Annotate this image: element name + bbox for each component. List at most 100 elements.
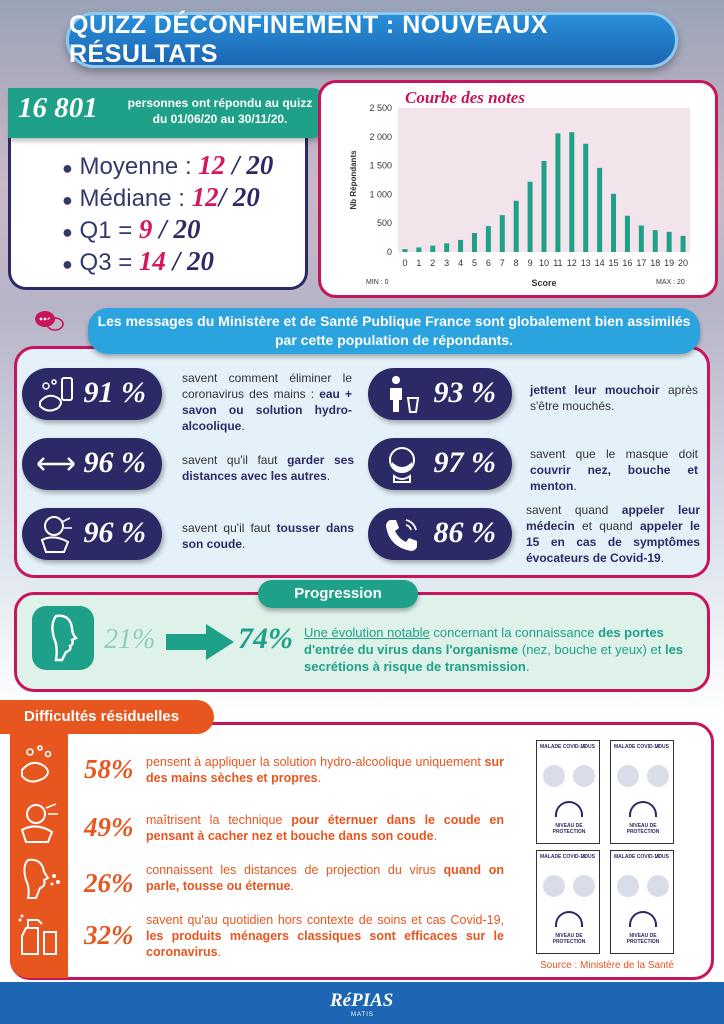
phone-icon: [386, 519, 417, 551]
stat-median: ● Médiane : 12/ 20: [62, 182, 260, 212]
x-tick-label: 18: [650, 258, 660, 268]
histogram-bar: [624, 215, 630, 252]
footer-bar: [0, 982, 724, 1024]
histogram-bar: [583, 143, 589, 252]
progression-to: 74%: [238, 622, 293, 655]
handwash-icon: [21, 745, 52, 783]
x-tick-label: 16: [622, 258, 632, 268]
histogram-bar: [541, 160, 547, 252]
respondents-text: personnes ont répondu au quizz du 01/06/…: [127, 96, 313, 126]
histogram-bar: [402, 249, 408, 252]
difficulty-text: savent qu'au quotidien hors contexte de …: [146, 913, 504, 959]
x-tick-label: 5: [472, 258, 477, 268]
stat-q1: ● Q1 = 9 / 20: [62, 214, 201, 244]
x-tick-label: 15: [609, 258, 619, 268]
x-axis-label: Score: [531, 278, 556, 288]
progression-from: 21%: [104, 624, 156, 655]
handwash-icon: [39, 377, 73, 412]
x-tick-label: 4: [458, 258, 463, 268]
protection-poster: MALADE COVID-19 VOUS NIVEAU DE PROTECTION: [610, 740, 674, 844]
msg-pill-hands: 91 %: [22, 368, 162, 420]
histogram-bar: [652, 230, 658, 252]
x-tick-label: 9: [528, 258, 533, 268]
msg-pill-cough: 96 %: [22, 508, 162, 560]
histogram-bar: [638, 225, 644, 252]
msg-desc-cough: savent qu'il faut tousser dans son coude…: [182, 521, 354, 551]
msg-pct: 91 %: [83, 376, 147, 409]
histogram-bar: [471, 232, 477, 252]
stat-mean: ● Moyenne : 12 / 20: [62, 150, 274, 180]
histogram-bar: [611, 193, 617, 252]
y-axis-label: Nb Répondants: [349, 150, 358, 210]
msg-pill-distance: 96 %: [22, 438, 162, 490]
histogram-bar: [666, 231, 672, 252]
histogram-bar: [527, 181, 533, 252]
histogram-bar: [444, 243, 450, 252]
difficulty-text: maîtrisent la technique pour éternuer da…: [146, 813, 504, 843]
x-tick-label: 20: [678, 258, 688, 268]
x-tick-label: 12: [567, 258, 577, 268]
protection-poster: MALADE COVID-19 VOUS NIVEAU DE PROTECTION: [536, 850, 600, 954]
face-profile-icon-box: [32, 606, 94, 670]
difficulty-pct: 58%: [84, 754, 134, 784]
logo-subtitle: MATIS: [351, 1012, 374, 1018]
histogram-bar: [597, 167, 603, 252]
histogram-bar: [555, 133, 561, 252]
msg-pct: 97 %: [433, 446, 497, 479]
progression-text: Une évolution notable concernant la conn…: [304, 625, 684, 674]
msg-desc-phone: savent quand appeler leur médecin et qua…: [526, 503, 700, 565]
msg-desc-hands: savent comment éliminer le coronavirus d…: [182, 371, 352, 433]
x-tick-label: 17: [636, 258, 646, 268]
page-title: QUIZZ DÉCONFINEMENT : NOUVEAUX RÉSULTATS: [66, 11, 678, 68]
cough-elbow-icon: [40, 516, 72, 553]
msg-pill-tissue: 93 %: [368, 368, 512, 420]
x-tick-label: 14: [595, 258, 605, 268]
x-tick-label: 13: [581, 258, 591, 268]
sneeze-elbow-icon: [20, 803, 58, 843]
difficulty-text: pensent à appliquer la solution hydro-al…: [146, 755, 504, 785]
y-tick-label: 2 500: [369, 103, 392, 113]
distance-arrows-icon: [37, 457, 75, 471]
difficulty-pct: 32%: [84, 920, 134, 950]
x-tick-label: 19: [664, 258, 674, 268]
msg-pct: 86 %: [433, 516, 497, 549]
x-tick-label: 6: [486, 258, 491, 268]
msg-pill-phone: 86 %: [368, 508, 512, 560]
x-tick-label: 10: [539, 258, 549, 268]
y-tick-label: 500: [377, 218, 392, 228]
protection-poster: MALADE COVID-19 VOUS NIVEAU DE PROTECTION: [610, 850, 674, 954]
histogram-bar: [569, 132, 575, 252]
projection-profile-icon: [23, 858, 60, 899]
x-tick-label: 2: [430, 258, 435, 268]
x-tick-label: 1: [416, 258, 421, 268]
x-tick-label: 8: [514, 258, 519, 268]
x-tick-label: 7: [500, 258, 505, 268]
cleaning-spray-icon: [18, 914, 57, 955]
min-label: MIN : 0: [366, 279, 389, 286]
x-tick-label: 0: [402, 258, 407, 268]
histogram-bar: [680, 235, 686, 252]
respondents-banner: [8, 88, 326, 138]
right-arrow-icon: [166, 624, 234, 660]
protection-poster: MALADE COVID-19 VOUS NIVEAU DE PROTECTION: [536, 740, 600, 844]
difficulty-pct: 49%: [84, 812, 134, 842]
msg-pct: 96 %: [83, 446, 147, 479]
difficulty-pct: 26%: [84, 868, 134, 898]
chart-title: Courbe des notes: [405, 88, 525, 107]
tissue-bin-icon: [390, 376, 420, 413]
y-tick-label: 0: [387, 247, 392, 257]
face-profile-icon: [51, 614, 79, 662]
max-label: MAX : 20: [656, 279, 685, 286]
stat-q3: ● Q3 = 14 / 20: [62, 246, 214, 276]
y-tick-label: 2 000: [369, 132, 392, 142]
repias-logo: RéPIAS: [330, 990, 394, 1011]
difficulty-text: connaissent les distances de projection …: [146, 863, 504, 893]
msg-pill-mask: 97 %: [368, 438, 512, 490]
msg-desc-tissue: jettent leur mouchoir après s'être mouch…: [530, 383, 698, 413]
source-note: Source : Ministère de la Santé: [540, 960, 674, 971]
histogram-bar: [458, 239, 464, 252]
msg-pct: 96 %: [83, 516, 147, 549]
histogram-bar: [430, 245, 436, 252]
histogram-bar: [416, 247, 422, 252]
